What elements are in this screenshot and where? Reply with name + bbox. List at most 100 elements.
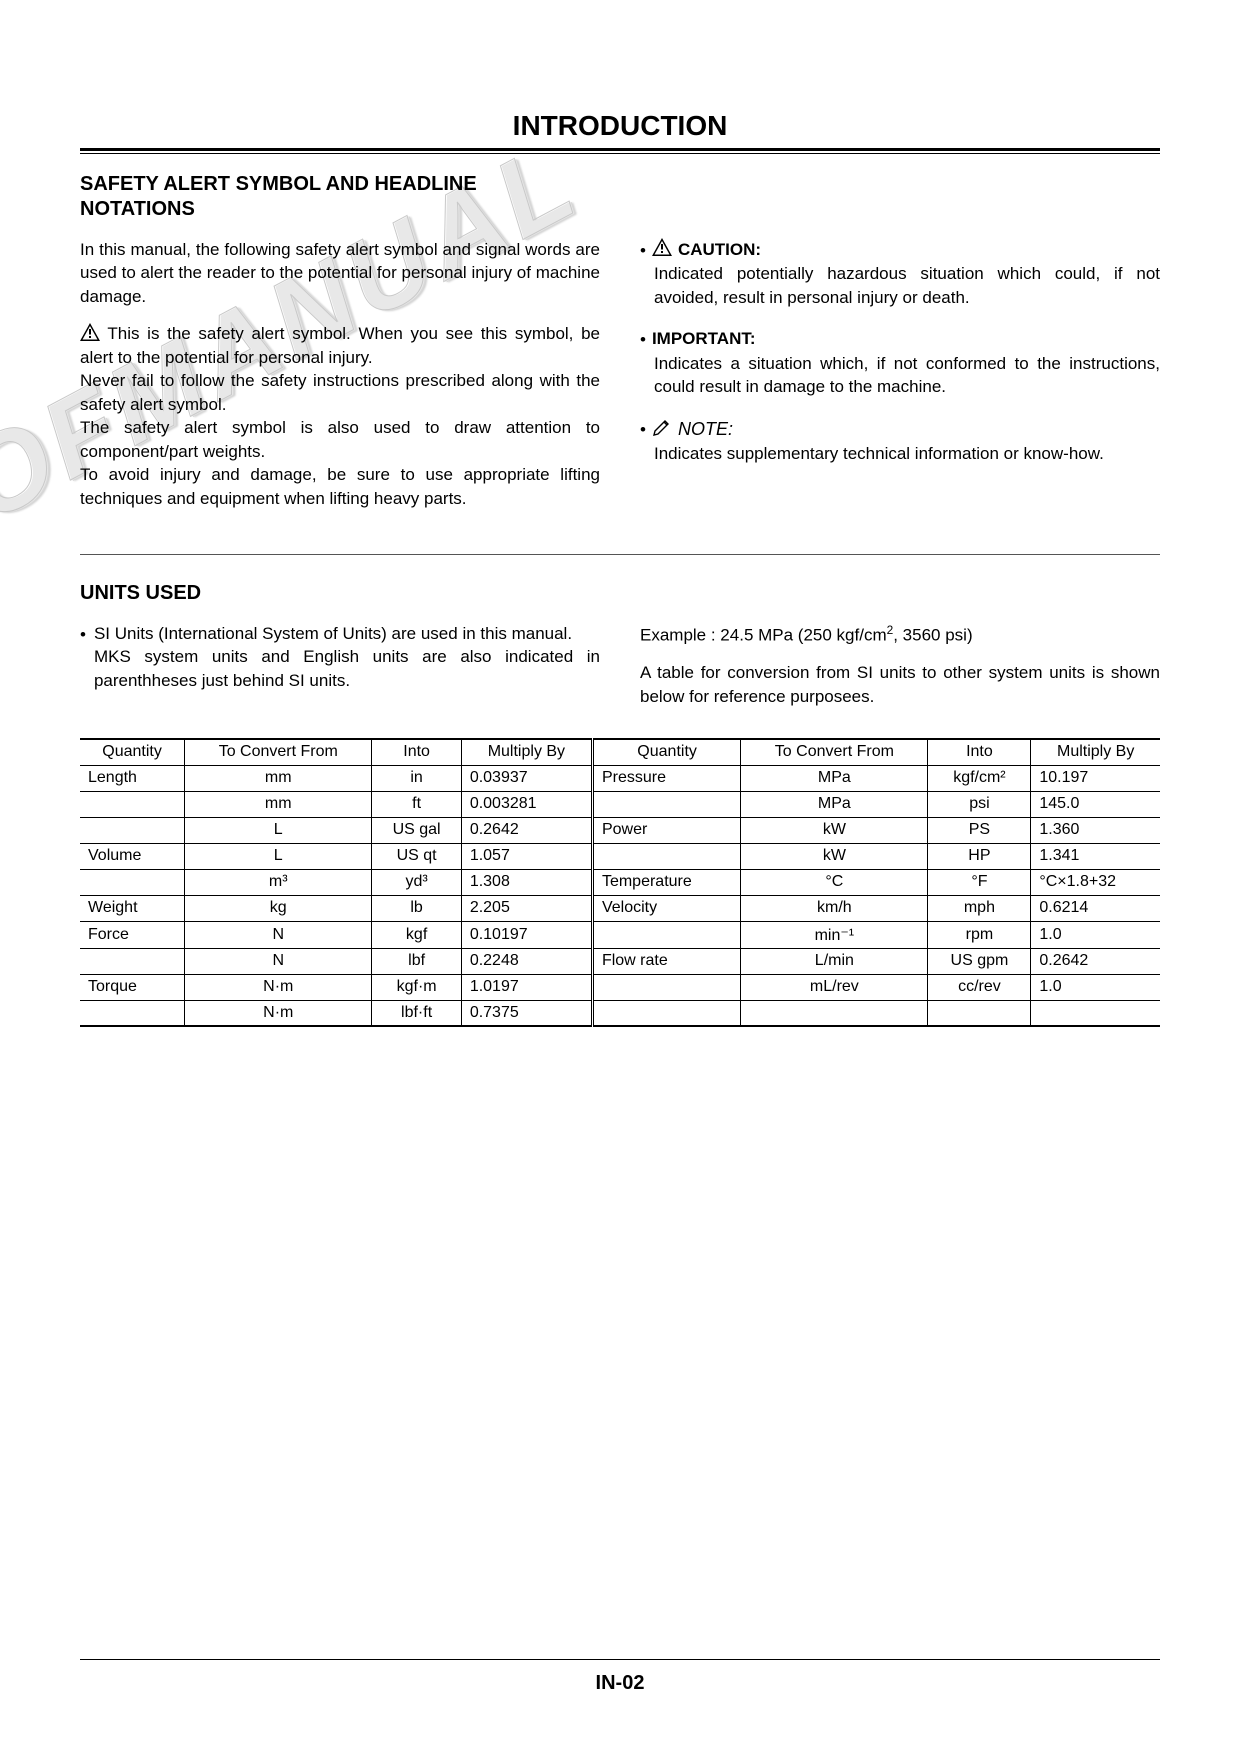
safety-two-column: In this manual, the following safety ale… (80, 238, 1160, 524)
units-left-column: • SI Units (International System of Unit… (80, 622, 600, 708)
note-label: NOTE: (678, 417, 733, 442)
page-footer: IN-02 (0, 1659, 1240, 1695)
table-row: VolumeLUS qt1.057kWHP1.341 (80, 843, 1160, 869)
heading-line2: NOTATIONS (80, 198, 195, 220)
table-cell: 0.7375 (461, 1000, 592, 1026)
heading-line1: SAFETY ALERT SYMBOL AND HEADLINE (80, 173, 477, 195)
table-cell: in (372, 765, 461, 791)
table-cell: °F (928, 869, 1031, 895)
table-cell: PS (928, 817, 1031, 843)
table-cell: min⁻¹ (741, 921, 928, 948)
table-cell (80, 817, 185, 843)
table-cell (80, 869, 185, 895)
table-cell: 10.197 (1031, 765, 1160, 791)
important-row: • IMPORTANT: (640, 327, 1160, 351)
table-cell: °C (741, 869, 928, 895)
pencil-note-icon (652, 417, 672, 437)
table-cell: Length (80, 765, 185, 791)
bullet-icon: • (80, 622, 86, 692)
table-row: N·mlbf·ft0.7375 (80, 1000, 1160, 1026)
table-cell: Torque (80, 974, 185, 1000)
table-cell: 0.2642 (1031, 948, 1160, 974)
table-cell: MPa (741, 791, 928, 817)
alert-triangle-icon (80, 323, 100, 341)
intro-paragraph: In this manual, the following safety ale… (80, 238, 600, 308)
table-cell: HP (928, 843, 1031, 869)
table-cell: psi (928, 791, 1031, 817)
alert-symbol-paragraph: This is the safety alert symbol. When yo… (80, 322, 600, 510)
table-cell: 1.308 (461, 869, 592, 895)
units-right-column: Example : 24.5 MPa (250 kgf/cm2, 3560 ps… (640, 622, 1160, 708)
conversion-table: Quantity To Convert From Into Multiply B… (80, 738, 1160, 1027)
example-post: , 3560 psi) (893, 626, 972, 645)
table-cell: 1.341 (1031, 843, 1160, 869)
table-cell: N (185, 921, 372, 948)
table-cell: L (185, 843, 372, 869)
table-cell (592, 921, 740, 948)
bullet-icon: • (640, 238, 646, 262)
table-cell: ft (372, 791, 461, 817)
th-mult-1: Multiply By (461, 739, 592, 765)
table-cell: 145.0 (1031, 791, 1160, 817)
bullet-icon: • (640, 327, 646, 351)
table-cell: 0.003281 (461, 791, 592, 817)
table-cell: US qt (372, 843, 461, 869)
units-bullet-item: • SI Units (International System of Unit… (80, 622, 600, 692)
table-row: Nlbf0.2248Flow rateL/minUS gpm0.2642 (80, 948, 1160, 974)
note-body: Indicates supplementary technical inform… (654, 442, 1160, 465)
th-into-2: Into (928, 739, 1031, 765)
caution-body: Indicated potentially hazardous situatio… (654, 262, 1160, 309)
th-from-2: To Convert From (741, 739, 928, 765)
table-cell: km/h (741, 895, 928, 921)
table-cell: Force (80, 921, 185, 948)
table-row: mmft0.003281 MPapsi145.0 (80, 791, 1160, 817)
alert-text-d: To avoid injury and damage, be sure to u… (80, 465, 600, 507)
title-rule (80, 148, 1160, 154)
table-cell: Velocity (592, 895, 740, 921)
units-two-column: • SI Units (International System of Unit… (80, 622, 1160, 708)
table-cell: 1.0 (1031, 921, 1160, 948)
table-cell (928, 1000, 1031, 1026)
units-example: Example : 24.5 MPa (250 kgf/cm2, 3560 ps… (640, 622, 1160, 647)
section-heading-units: UNITS USED (80, 581, 1160, 606)
table-cell: 1.360 (1031, 817, 1160, 843)
alert-text-c: The safety alert symbol is also used to … (80, 418, 600, 460)
th-from-1: To Convert From (185, 739, 372, 765)
table-cell: L (185, 817, 372, 843)
section-divider (80, 554, 1160, 555)
important-body: Indicates a situation which, if not conf… (654, 352, 1160, 399)
th-quantity-2: Quantity (592, 739, 740, 765)
table-cell: 0.03937 (461, 765, 592, 791)
table-cell: L/min (741, 948, 928, 974)
table-cell: rpm (928, 921, 1031, 948)
table-cell: mph (928, 895, 1031, 921)
example-pre: Example : 24.5 MPa (250 kgf/cm (640, 626, 887, 645)
table-cell: cc/rev (928, 974, 1031, 1000)
table-cell: mm (185, 791, 372, 817)
table-cell: °C×1.8+32 (1031, 869, 1160, 895)
table-cell: mL/rev (741, 974, 928, 1000)
table-cell: mm (185, 765, 372, 791)
table-cell: 1.0 (1031, 974, 1160, 1000)
table-cell: lbf (372, 948, 461, 974)
th-into-1: Into (372, 739, 461, 765)
table-cell: Temperature (592, 869, 740, 895)
bullet-icon: • (640, 417, 646, 441)
table-cell (80, 948, 185, 974)
table-cell: kg (185, 895, 372, 921)
table-header-row: Quantity To Convert From Into Multiply B… (80, 739, 1160, 765)
table-cell: kgf·m (372, 974, 461, 1000)
table-cell (80, 791, 185, 817)
table-cell: 0.6214 (1031, 895, 1160, 921)
units-right-p2: A table for conversion from SI units to … (640, 661, 1160, 708)
table-cell: yd³ (372, 869, 461, 895)
footer-rule (80, 1659, 1160, 1660)
section-heading-safety: SAFETY ALERT SYMBOL AND HEADLINE NOTATIO… (80, 172, 1160, 222)
table-cell: Pressure (592, 765, 740, 791)
table-cell: US gpm (928, 948, 1031, 974)
table-cell: Volume (80, 843, 185, 869)
table-cell: m³ (185, 869, 372, 895)
table-cell (592, 1000, 740, 1026)
table-cell: N·m (185, 974, 372, 1000)
right-column: • CAUTION: Indicated potentially hazardo… (640, 238, 1160, 524)
